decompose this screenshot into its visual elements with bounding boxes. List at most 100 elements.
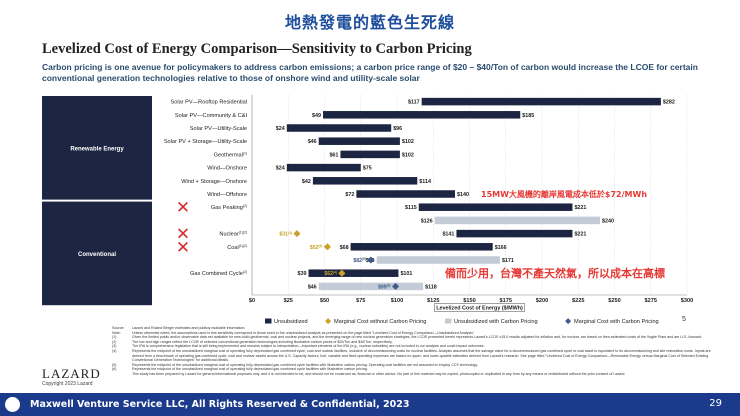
x-axis-label: Levelized Cost of Energy ($/MWh) [436, 306, 523, 312]
row-label-text: Wind—Offshore [207, 192, 247, 198]
legend-label: Marginal Cost with Carbon Pricing [574, 319, 659, 325]
footnote-row: (1) Given the limited public and/or obser… [112, 335, 712, 340]
row-label: Solar PV + Storage—Utility-Scale [164, 139, 247, 145]
annotation-taiwan-gas: 備而少用，台灣不產天然氣，所以成本在高標 [445, 266, 665, 280]
marginal-cost-marker [392, 282, 400, 290]
marker-value-text: $31 [279, 232, 288, 238]
footnote-text: Given the limited public and/or observab… [132, 335, 703, 340]
x-tick-label: $175 [500, 298, 512, 304]
range-bar [418, 203, 573, 211]
low-value-label: $46 [308, 284, 317, 290]
marginal-cost-marker [338, 269, 346, 277]
low-value-label: $39 [298, 271, 307, 277]
marker-value-label: $52(4) [310, 244, 323, 251]
range-bar [350, 243, 493, 251]
marker-value-sup: (4) [288, 231, 292, 235]
row-label: Gas Combined Cycle(2) [190, 270, 247, 277]
range-bar [308, 269, 399, 277]
footnote-text: Lazard and Roland Berger estimates and p… [132, 326, 246, 330]
high-value-label: $75 [363, 166, 372, 172]
header-title: 地熱發電的藍色生死線 [284, 13, 455, 32]
high-value-label: $171 [502, 258, 514, 264]
footnote-key: (2) [112, 339, 117, 344]
footnote-key: (4) [112, 348, 117, 353]
x-tick-label: $250 [608, 298, 620, 304]
footer-text: Maxwell Venture Service LLC, All Rights … [30, 399, 410, 410]
row-label-text: Wind—Onshore [207, 166, 247, 172]
row-label-text: Gas Combined Cycle [190, 271, 243, 277]
row-label-sup: (2) [243, 270, 247, 274]
row-label-text: Coal [227, 245, 239, 251]
marginal-cost-marker [323, 243, 331, 251]
range-bar [312, 177, 418, 185]
row-label-text: Gas Peaking [211, 205, 243, 211]
range-bar [340, 150, 400, 159]
row-label-text: Solar PV—Rooftop Residential [171, 100, 248, 106]
x-tick-label: $75 [356, 298, 365, 304]
footnote-row: (3) The IRA is comprehensive legislation … [112, 344, 712, 349]
range-bar [323, 111, 521, 119]
low-value-label: $72 [345, 192, 354, 198]
brand-logo: LAZARD [42, 366, 101, 381]
range-bar [286, 124, 392, 132]
range-bar [434, 216, 600, 225]
x-axis-label-box [434, 303, 525, 312]
footnote-text: The IRA is comprehensive legislation tha… [132, 344, 485, 349]
footnote-key [112, 372, 132, 377]
high-value-label: $101 [400, 271, 412, 277]
marker-value-sup: (4) [333, 270, 337, 274]
marker-value-label: $82(5) [353, 257, 366, 264]
x-tick-label: $275 [645, 298, 657, 304]
footnote-text: Represents the midpoint of the unsubsidi… [132, 362, 478, 367]
footnote-key: (1) [112, 335, 117, 340]
footnote-row: (2) The low and high ranges reflect the L… [112, 340, 712, 345]
footnote-key: Note: [112, 330, 121, 335]
row-label: Solar PV—Community & C&I [175, 113, 248, 119]
marker-value-text: $82 [353, 258, 362, 264]
row-label: Gas Peaking(2) [211, 204, 247, 211]
company-logo-icon [5, 397, 20, 412]
copyright: Copyright 2023 Lazard [42, 381, 93, 387]
row-label: Wind + Storage—Onshore [181, 179, 247, 185]
marker-value-text: $99 [378, 284, 387, 290]
high-value-label: $114 [419, 179, 431, 185]
footnote-row: (6) Represents the midpoint of the unsubs… [112, 367, 712, 372]
marker-value-text: $62 [324, 271, 333, 277]
high-value-label: $140 [457, 192, 469, 198]
slide-title: Levelized Cost of Energy Comparison—Sens… [42, 41, 472, 57]
cross-mark-icon: ✕ [176, 238, 190, 258]
x-tick-label: $200 [536, 298, 548, 304]
legend-label: Marginal Cost without Carbon Pricing [334, 319, 426, 325]
low-value-label: $42 [302, 179, 311, 185]
row-label-sup: (1)(2) [239, 244, 247, 248]
marker-value-label: $62(4) [324, 270, 337, 277]
marginal-cost-marker [293, 230, 301, 238]
x-tick-label: $125 [427, 298, 439, 304]
row-label: Geothermal(1) [214, 151, 247, 158]
row-label: Solar PV—Utility-Scale [190, 126, 247, 132]
row-label-sup: (1)(2) [239, 231, 247, 235]
legend-swatch [445, 318, 452, 324]
high-value-label: $185 [522, 113, 534, 119]
x-tick-label: $300 [681, 298, 693, 304]
high-value-label: $102 [402, 139, 414, 145]
high-value-label: $282 [663, 100, 675, 106]
marker-value-label: $31(4) [279, 231, 292, 238]
x-tick-label: $50 [320, 298, 329, 304]
row-label: Nuclear(1)(2) [219, 231, 247, 238]
marker-value-label: $99(6) [378, 284, 391, 291]
x-tick-label: $0 [249, 298, 255, 304]
x-tick-label: $150 [463, 298, 475, 304]
marker-value-sup: (5) [362, 257, 366, 261]
row-label-text: Solar PV + Storage—Utility-Scale [164, 139, 247, 145]
row-label: Wind—Offshore [207, 192, 247, 198]
high-value-label: $221 [574, 232, 586, 238]
low-value-label: $46 [308, 139, 317, 145]
range-bar [318, 137, 400, 145]
range-bar [456, 229, 573, 238]
high-value-label: $221 [574, 205, 586, 211]
group-label: Renewable Energy [70, 146, 124, 152]
marginal-cost-marker [367, 256, 375, 264]
high-value-label: $166 [495, 245, 507, 251]
